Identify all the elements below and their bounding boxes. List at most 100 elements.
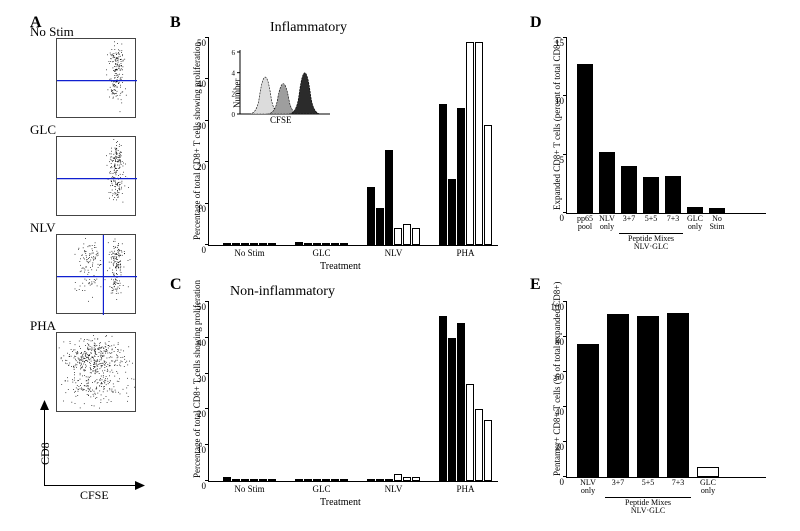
bar (448, 179, 456, 245)
panel-d-chart: 051015pp65poolNLVonly3+75+57+3GLConlyNoS… (566, 38, 766, 214)
bar (709, 208, 725, 213)
panel-label-e: E (530, 276, 541, 294)
bar (304, 479, 312, 481)
panel-a-scatter (56, 38, 136, 118)
bar (385, 150, 393, 245)
panel-c-chart: 01020304050No StimGLCNLVPHA (208, 302, 498, 482)
bar (484, 420, 492, 481)
bar (313, 479, 321, 481)
bar (637, 316, 659, 477)
bar (457, 323, 465, 481)
svg-text:4: 4 (232, 70, 236, 78)
x-category-label: 7+3 (672, 479, 685, 487)
bar (259, 479, 267, 481)
bar (322, 479, 330, 481)
group-axis-label: Peptide MixesNLV·GLC (625, 499, 671, 516)
x-category-label: No Stim (234, 484, 264, 494)
bar (394, 228, 402, 245)
bar (331, 479, 339, 481)
panel-e-y-label: Pentamer+ CD8+ T cells (% of total expan… (552, 282, 562, 476)
bar (223, 477, 231, 481)
bar (412, 228, 420, 245)
bar (599, 152, 615, 213)
arrowhead-up-icon (40, 400, 49, 410)
panel-b-inset: 0246 Number CFSE (218, 42, 338, 127)
bar (577, 64, 593, 213)
bar (687, 207, 703, 213)
x-category-label: 3+7 (612, 479, 625, 487)
bar (304, 243, 312, 245)
bar (340, 479, 348, 481)
bar (241, 479, 249, 481)
x-category-label: 5+5 (645, 215, 658, 223)
bar (607, 314, 629, 477)
x-category-label: NLV (385, 484, 403, 494)
bar (484, 125, 492, 245)
bar (475, 409, 483, 481)
x-category-label: 3+7 (623, 215, 636, 223)
bar (250, 479, 258, 481)
bar (475, 42, 483, 245)
svg-text:0: 0 (232, 111, 236, 119)
x-category-label: PHA (456, 248, 474, 258)
bar (385, 479, 393, 481)
panel-c-y-label: Percentage of total CD8+ T cells showing… (192, 280, 202, 478)
bar (667, 313, 689, 478)
bar (223, 243, 231, 245)
panel-b-inset-y-label: Number (232, 79, 242, 109)
x-category-label: 7+3 (667, 215, 680, 223)
bar (466, 384, 474, 481)
panel-b-title: Inflammatory (270, 20, 347, 36)
y-tick: 0 (544, 213, 567, 223)
bar (376, 479, 384, 481)
y-tick: 0 (188, 481, 209, 491)
panel-a-scatter (56, 136, 136, 216)
panel-b-x-label: Treatment (320, 261, 361, 272)
bar (268, 243, 276, 245)
panel-a-condition-label: PHA (30, 318, 56, 334)
svg-text:6: 6 (232, 49, 236, 57)
panel-c-title: Non-inflammatory (230, 284, 335, 300)
bar (322, 243, 330, 245)
bar (376, 208, 384, 245)
bar (232, 479, 240, 481)
x-category-label: pp65pool (577, 215, 593, 232)
panel-label-c: C (170, 276, 182, 294)
x-category-label: No Stim (234, 248, 264, 258)
bar (697, 467, 719, 478)
x-category-label: NLVonly (599, 215, 615, 232)
bar (295, 242, 303, 245)
x-category-label: GLConly (700, 479, 716, 496)
bar (621, 166, 637, 213)
x-category-label: GLC (313, 248, 331, 258)
bar (250, 243, 258, 245)
x-category-label: NLV (385, 248, 403, 258)
bar (331, 243, 339, 245)
panel-a-y-label: CD8 (38, 442, 53, 465)
bar (259, 243, 267, 245)
bar (665, 176, 681, 213)
panel-a-scatter (56, 234, 136, 314)
bar (448, 338, 456, 481)
bar (313, 243, 321, 245)
x-category-label: PHA (456, 484, 474, 494)
arrowhead-right-icon (135, 481, 145, 490)
bar (403, 477, 411, 481)
panel-a-condition-label: GLC (30, 122, 56, 138)
bar (340, 243, 348, 245)
bar (466, 42, 474, 245)
panel-a-x-label: CFSE (80, 488, 109, 503)
x-category-label: GLConly (687, 215, 703, 232)
y-tick: 0 (188, 245, 209, 255)
panel-d-y-label: Expanded CD8+ T cells (percent of total … (552, 36, 562, 210)
bar (394, 474, 402, 481)
panel-a-scatter (56, 332, 136, 412)
bar (457, 108, 465, 245)
x-category-label: GLC (313, 484, 331, 494)
bar (367, 187, 375, 245)
panel-a-condition-label: NLV (30, 220, 56, 236)
panel-c-x-label: Treatment (320, 497, 361, 508)
bar (643, 177, 659, 213)
x-category-label: NoStim (709, 215, 724, 232)
bar (268, 479, 276, 481)
